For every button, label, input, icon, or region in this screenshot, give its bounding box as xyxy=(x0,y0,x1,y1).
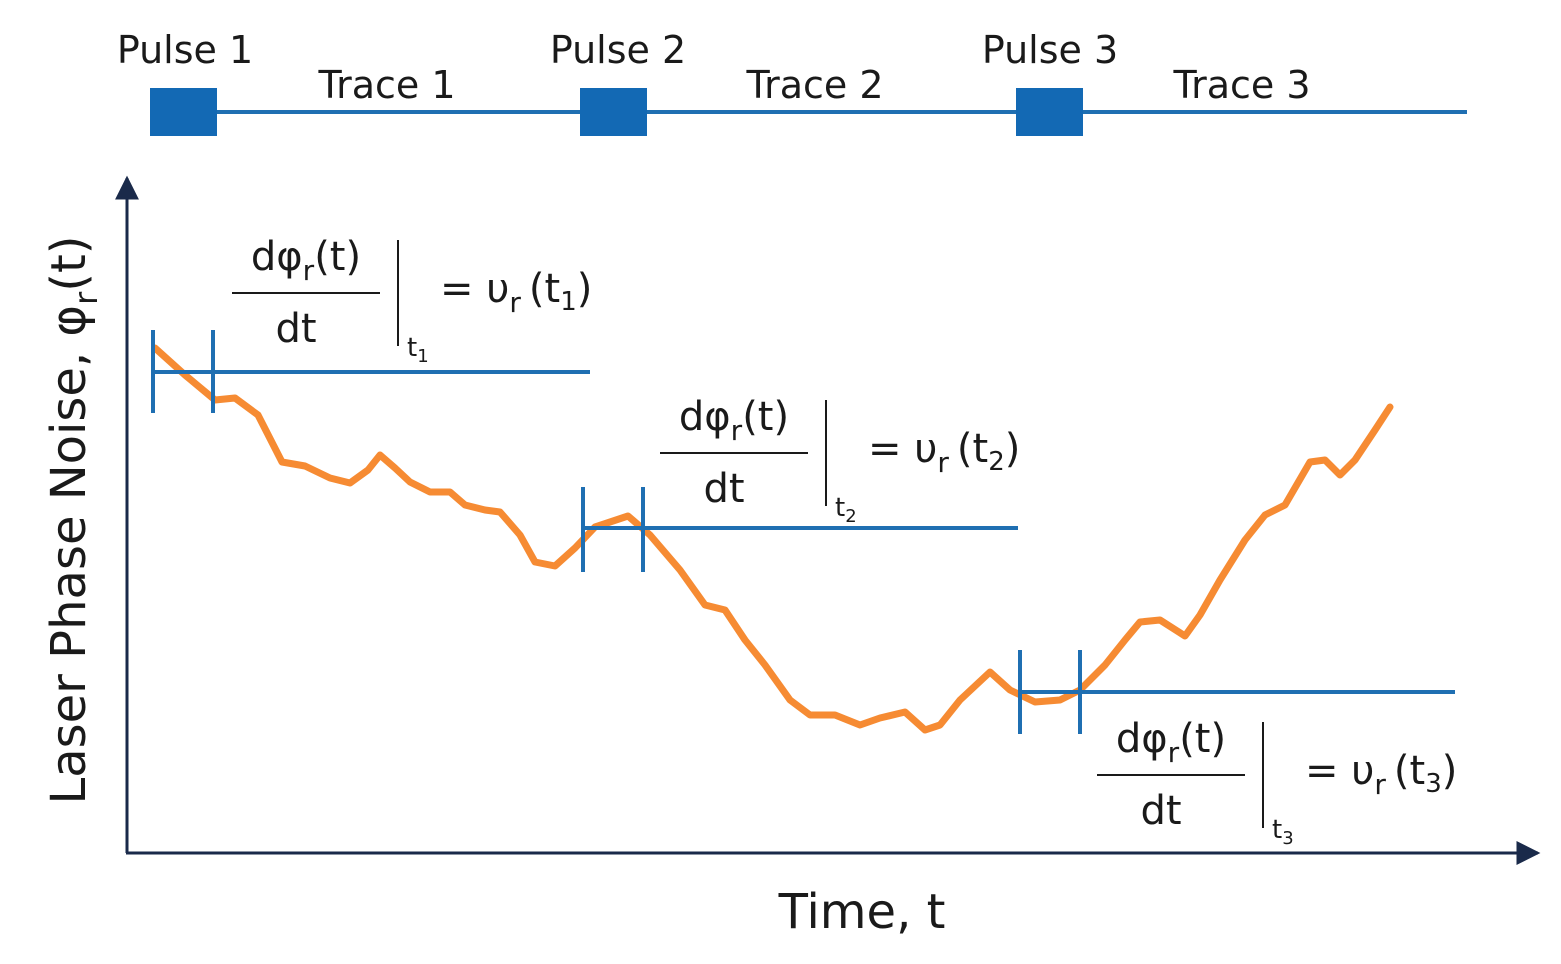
num-tail: (t) xyxy=(314,234,361,280)
numerator: dφr(t) xyxy=(1116,716,1226,769)
res-sub: r xyxy=(937,446,949,479)
eval-base: t xyxy=(407,333,417,363)
eval-sub: 1 xyxy=(417,346,428,367)
res-base: = υ xyxy=(440,266,509,312)
pulse-label: Pulse 1 xyxy=(117,28,253,72)
res-open: (t xyxy=(957,426,988,472)
x-axis-label: Time, t xyxy=(778,884,946,940)
result: = υr (t1) xyxy=(440,266,592,319)
y-axis-label: Laser Phase Noise, φr(t) xyxy=(41,235,105,804)
pulse-box xyxy=(580,88,647,136)
numerator: dφr(t) xyxy=(679,394,789,447)
eval-point: t2 xyxy=(835,493,857,527)
result: = υr (t3) xyxy=(1305,748,1457,801)
num-sub: r xyxy=(731,414,743,447)
eval-point: t3 xyxy=(1272,815,1294,849)
pulse-label: Pulse 2 xyxy=(550,28,686,72)
eval-sub: 3 xyxy=(1282,828,1293,849)
denominator: dt xyxy=(275,306,316,352)
res-sub: r xyxy=(1374,768,1386,801)
pulse-box xyxy=(1016,88,1083,136)
trace-label: Trace 1 xyxy=(317,63,455,107)
res-base: = υ xyxy=(1305,748,1374,794)
trace-label: Trace 2 xyxy=(745,63,883,107)
y-label-tail: (t) xyxy=(41,235,97,291)
res-base: = υ xyxy=(868,426,937,472)
result: = υr (t2) xyxy=(868,426,1020,479)
num-sub: r xyxy=(303,254,315,287)
res-close: ) xyxy=(1005,426,1021,472)
res-open: (t xyxy=(529,266,560,312)
res-close: ) xyxy=(1442,748,1458,794)
eval-sub: 2 xyxy=(845,506,856,527)
res-arg: 1 xyxy=(560,287,577,317)
equations: dφr(t)dt t1= υr (t1)dφr(t)dt t2= υr (t2)dφr(… xyxy=(232,234,1457,849)
phase-noise-curve xyxy=(151,344,1394,734)
res-open: (t xyxy=(1394,748,1425,794)
eval-base: t xyxy=(835,493,845,523)
res-close: ) xyxy=(577,266,593,312)
y-label-base: Laser Phase Noise, φ xyxy=(41,305,97,805)
res-sub: r xyxy=(509,286,521,319)
res-arg: 3 xyxy=(1425,769,1442,799)
denominator: dt xyxy=(1140,788,1181,834)
numerator: dφr(t) xyxy=(251,234,361,287)
eval-point: t1 xyxy=(407,333,429,367)
trace-label: Trace 3 xyxy=(1172,63,1310,107)
y-label-sub: r xyxy=(67,291,105,305)
num-base: dφ xyxy=(251,234,303,280)
num-base: dφ xyxy=(679,394,731,440)
denominator: dt xyxy=(703,466,744,512)
pulse-box xyxy=(150,88,217,136)
num-sub: r xyxy=(1168,736,1180,769)
eval-base: t xyxy=(1272,815,1282,845)
res-arg: 2 xyxy=(988,447,1005,477)
num-tail: (t) xyxy=(742,394,789,440)
num-base: dφ xyxy=(1116,716,1168,762)
num-tail: (t) xyxy=(1179,716,1226,762)
pulse-label: Pulse 3 xyxy=(982,28,1118,72)
